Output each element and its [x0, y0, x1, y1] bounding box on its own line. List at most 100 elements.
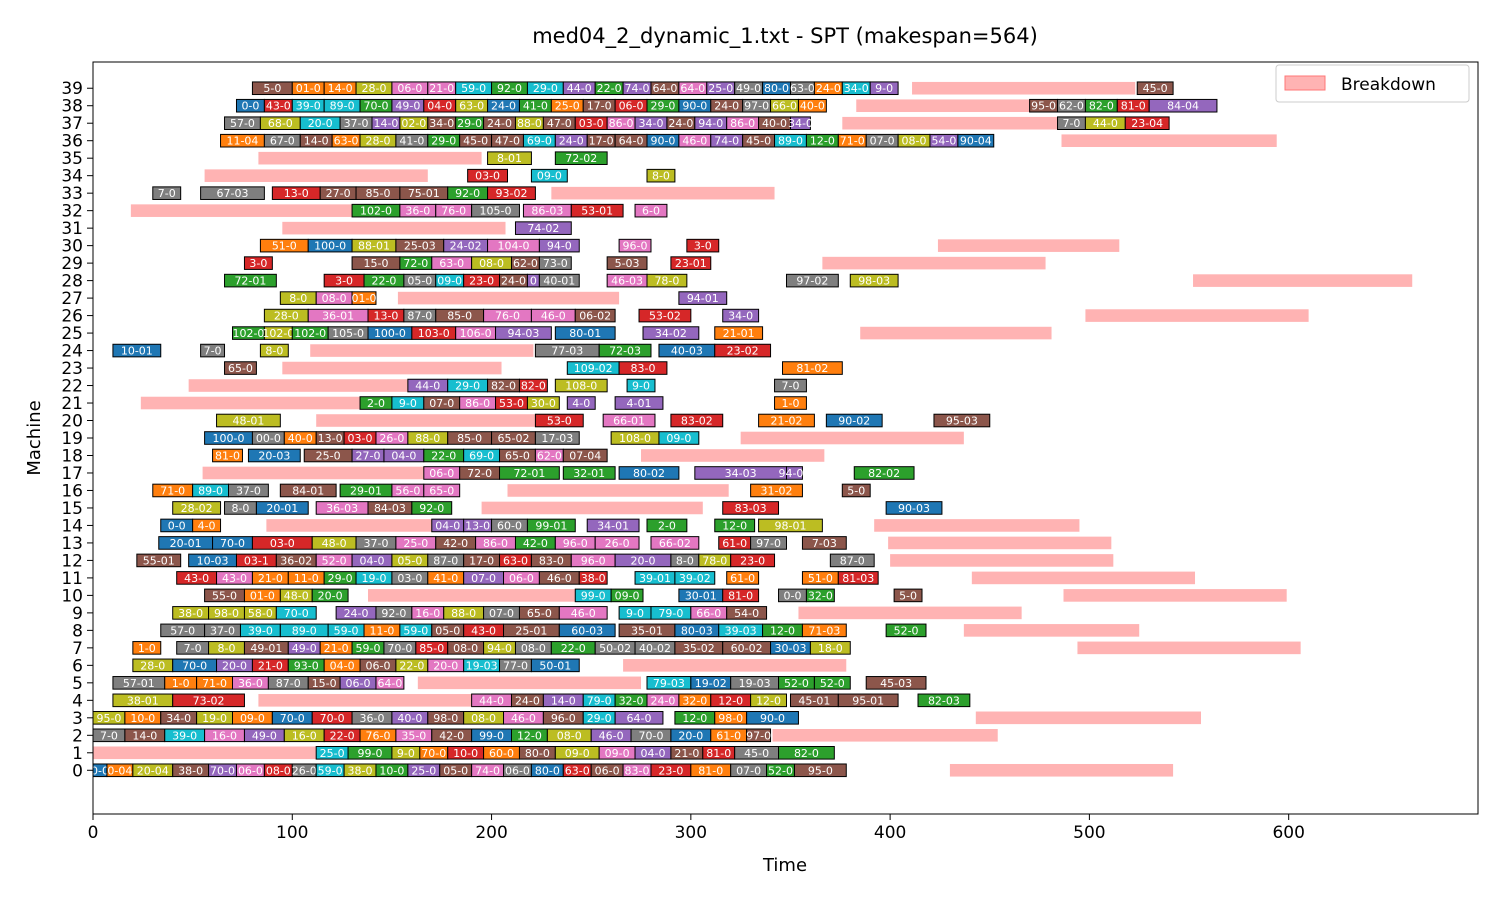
operation-label: 07-04 — [569, 449, 601, 462]
operation-label: 96-0 — [551, 712, 576, 725]
operation-bar: 83-0 — [618, 361, 668, 375]
operation-label: 04-0 — [391, 449, 416, 462]
operation-bar: 20-0 — [216, 658, 253, 672]
operation-rect — [805, 588, 835, 603]
operation-bar: 16-0 — [204, 728, 245, 742]
operation-bar: 93-0 — [287, 658, 325, 672]
operation-label: 10-0 — [453, 747, 478, 760]
operation-bar: 65-0 — [423, 483, 461, 497]
operation-bar: 94-01 — [678, 291, 728, 305]
operation-label: 07-0 — [489, 607, 514, 620]
operation-bar: 82-03 — [917, 693, 971, 707]
operation-bar: 37-0 — [355, 536, 397, 550]
operation-label: 76-0 — [495, 310, 520, 323]
operation-label: 81-0 — [1121, 100, 1146, 113]
operation-label: 82-0 — [1089, 100, 1114, 113]
operation-bar: 23-01 — [670, 256, 712, 270]
operation-bar: 20-03 — [247, 448, 301, 462]
operation-bar: 19-0 — [355, 571, 393, 585]
operation-rect — [686, 238, 720, 253]
operation-bar: 36-0 — [399, 203, 437, 218]
operation-label: 2-0 — [658, 519, 676, 532]
operation-rect — [1148, 98, 1218, 113]
operation-label: 06-0 — [595, 764, 620, 777]
operation-rect — [865, 676, 927, 690]
operation-label: 84-03 — [374, 502, 406, 515]
operation-label: 69-0 — [527, 135, 552, 148]
operation-label: 27-0 — [356, 449, 381, 462]
operation-label: 24-0 — [668, 117, 693, 130]
operation-bar: 98-03 — [849, 273, 899, 288]
operation-bar: 8-0 — [208, 641, 245, 655]
legend-box — [1275, 64, 1470, 103]
operation-rect — [829, 553, 875, 568]
operation-bar: 21-0 — [427, 81, 457, 95]
operation-label: 21-0 — [258, 572, 283, 585]
operation-label: 70-0 — [210, 764, 235, 777]
operation-label: 21-02 — [771, 415, 803, 428]
operation-label: 89-0 — [330, 100, 355, 113]
breakdown-bar — [188, 379, 408, 392]
operation-bar: 03-1 — [235, 553, 277, 567]
operation-label: 50-01 — [539, 659, 571, 672]
operation-rect — [574, 308, 616, 323]
operation-rect — [216, 413, 281, 428]
y-tick-label: 15 — [61, 499, 83, 519]
operation-label: 10-0 — [130, 712, 155, 725]
operation-bar: 38-0 — [343, 763, 377, 777]
operation-label: 96-0 — [581, 554, 606, 567]
operation-label: 49-0 — [395, 100, 420, 113]
operation-bar: 70-0 — [275, 606, 317, 620]
y-tick-label: 35 — [61, 149, 83, 169]
operation-bar: 60-0 — [491, 518, 528, 532]
operation-label: 5-0 — [847, 484, 865, 497]
operation-label: 05-0 — [443, 764, 468, 777]
operation-label: 24-0 — [515, 694, 540, 707]
operation-bar: 12-0 — [714, 518, 756, 532]
operation-bar: 102-0 — [351, 203, 401, 218]
operation-label: 40-0 — [397, 712, 422, 725]
operation-label: 69-0 — [469, 449, 494, 462]
operation-bar: 13-0 — [367, 308, 405, 323]
operation-rect — [670, 413, 724, 428]
operation-bar: 05-0 — [431, 623, 465, 637]
operation-rect — [375, 676, 405, 690]
operation-label: 94-03 — [778, 467, 810, 480]
operation-bar: 76-0 — [435, 203, 473, 218]
operation-label: 11-04 — [226, 135, 258, 148]
operation-bar: 96-0 — [542, 711, 584, 725]
operation-bar: 42-0 — [514, 536, 556, 550]
operation-bar: 71-03 — [801, 623, 847, 637]
operation-bar: 67-0 — [263, 133, 301, 148]
operation-bar: 49-0 — [734, 81, 764, 95]
operation-label: 86-0 — [483, 537, 508, 550]
operation-bar: 34-0 — [160, 711, 198, 725]
operation-bar: 6-0 — [634, 203, 668, 218]
operation-bar: 24-0 — [554, 133, 588, 148]
operation-bar: 97-0 — [746, 728, 771, 742]
operation-bar: 04-0 — [634, 745, 672, 760]
operation-rect — [487, 151, 532, 165]
operation-bar: 57-0 — [160, 623, 206, 637]
operation-bar: 06-0 — [614, 98, 648, 113]
operation-label: 0-0 — [168, 519, 186, 532]
operation-label: 89-0 — [778, 135, 803, 148]
y-tick-label: 2 — [72, 726, 83, 746]
operation-bar: 98-0 — [714, 711, 748, 725]
operation-label: 35-01 — [631, 624, 663, 637]
operation-bar: 45-03 — [865, 676, 927, 690]
operation-bar: 86-0 — [459, 396, 497, 410]
operation-label: 26-0 — [292, 764, 317, 777]
operation-bar: 49-0 — [287, 641, 321, 655]
operation-label: 64-0 — [619, 135, 644, 148]
operation-label: 14-0 — [132, 729, 157, 742]
operation-label: 40-01 — [543, 275, 575, 288]
operation-bar: 05-0 — [391, 553, 429, 567]
operation-label: 08-0 — [266, 764, 291, 777]
operation-label: 84-01 — [292, 484, 324, 497]
operation-bar: 95-0 — [92, 711, 126, 725]
operation-label: 20-0 — [433, 659, 458, 672]
operation-label: 41-0 — [433, 572, 458, 585]
operation-label: 21-0 — [429, 82, 454, 95]
operation-bar: 87-0 — [403, 308, 437, 323]
